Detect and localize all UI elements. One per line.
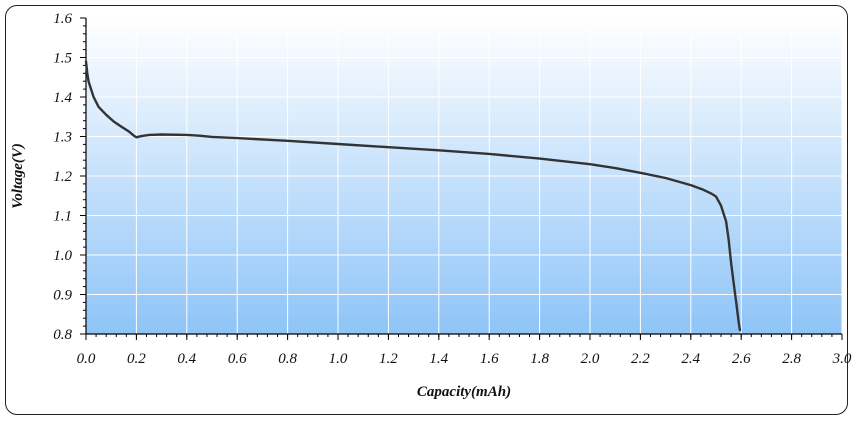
y-tick-label: 1.6: [53, 11, 72, 27]
x-tick-label: 1.4: [429, 351, 448, 367]
y-tick-label: 1.3: [53, 130, 72, 146]
y-axis-title: Voltage(V): [10, 143, 26, 209]
x-tick-label: 1.2: [379, 351, 398, 367]
x-tick-label: 2.2: [631, 351, 650, 367]
x-tick-label: 2.4: [681, 351, 700, 367]
x-tick-label: 2.6: [732, 351, 751, 367]
x-tick-label: 0.6: [228, 351, 247, 367]
y-tick-label: 0.9: [53, 288, 72, 304]
x-tick-label: 2.0: [581, 351, 600, 367]
y-tick-label: 0.8: [53, 327, 72, 343]
y-tick-label: 1.0: [53, 248, 72, 264]
x-tick-label: 0.2: [127, 351, 146, 367]
x-tick-label: 3.0: [832, 351, 852, 367]
x-tick-label: 0.8: [278, 351, 297, 367]
x-tick-label: 1.0: [329, 351, 348, 367]
x-axis-title: Capacity(mAh): [417, 384, 511, 400]
y-tick-label: 1.4: [53, 90, 72, 106]
x-tick-label: 0.0: [77, 351, 96, 367]
series-line: [84, 60, 742, 332]
x-tick-label: 0.4: [177, 351, 196, 367]
y-tick-label: 1.2: [53, 169, 72, 185]
y-tick-label: 1.5: [53, 51, 72, 67]
x-tick-label: 1.8: [530, 351, 549, 367]
x-tick-label: 1.6: [480, 351, 499, 367]
y-tick-label: 1.1: [53, 209, 72, 225]
x-tick-label: 2.8: [782, 351, 801, 367]
